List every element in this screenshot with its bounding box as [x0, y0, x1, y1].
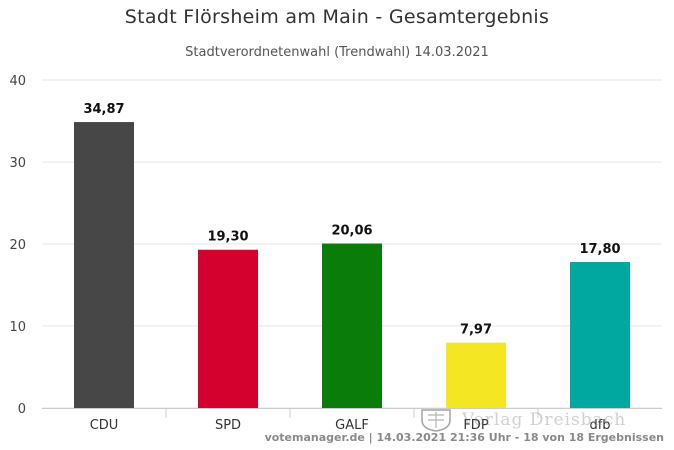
- data-label: 7,97: [460, 323, 492, 338]
- bars: 34,87 19,30 20,06 7,97 17,80: [74, 102, 630, 408]
- data-label: 20,06: [331, 224, 372, 239]
- x-axis: CDU SPD GALF FDP dfb: [42, 408, 662, 433]
- y-axis: 0 10 20 30 40: [9, 74, 26, 417]
- chart-subtitle: Stadtverordnetenwahl (Trendwahl) 14.03.2…: [185, 45, 489, 60]
- data-label: 17,80: [579, 242, 620, 257]
- data-label: 19,30: [207, 230, 248, 245]
- x-tick-label: dfb: [589, 418, 610, 433]
- y-tick-label: 10: [9, 320, 26, 335]
- x-tick-label: FDP: [463, 418, 488, 433]
- watermark-text: Verlag Dreisbach: [462, 410, 627, 430]
- x-tick-label: GALF: [335, 418, 369, 433]
- y-tick-label: 0: [18, 402, 26, 417]
- bar-galf[interactable]: [322, 243, 382, 408]
- bar-fdp[interactable]: [446, 342, 506, 408]
- data-label: 34,87: [83, 102, 124, 117]
- x-tick-label: CDU: [90, 418, 119, 433]
- bar-cdu[interactable]: [74, 122, 134, 408]
- credits[interactable]: votemanager.de | 14.03.2021 21:36 Uhr - …: [264, 431, 664, 444]
- y-tick-label: 30: [9, 156, 26, 171]
- watermark: Verlag Dreisbach: [416, 408, 666, 432]
- bar-spd[interactable]: [198, 249, 258, 408]
- chart-title: Stadt Flörsheim am Main - Gesamtergebnis: [124, 6, 550, 28]
- x-tick-label: SPD: [215, 418, 241, 433]
- bar-dfb[interactable]: [570, 262, 630, 408]
- y-tick-label: 40: [9, 74, 26, 89]
- crest-icon: [421, 409, 451, 432]
- y-tick-label: 20: [9, 238, 26, 253]
